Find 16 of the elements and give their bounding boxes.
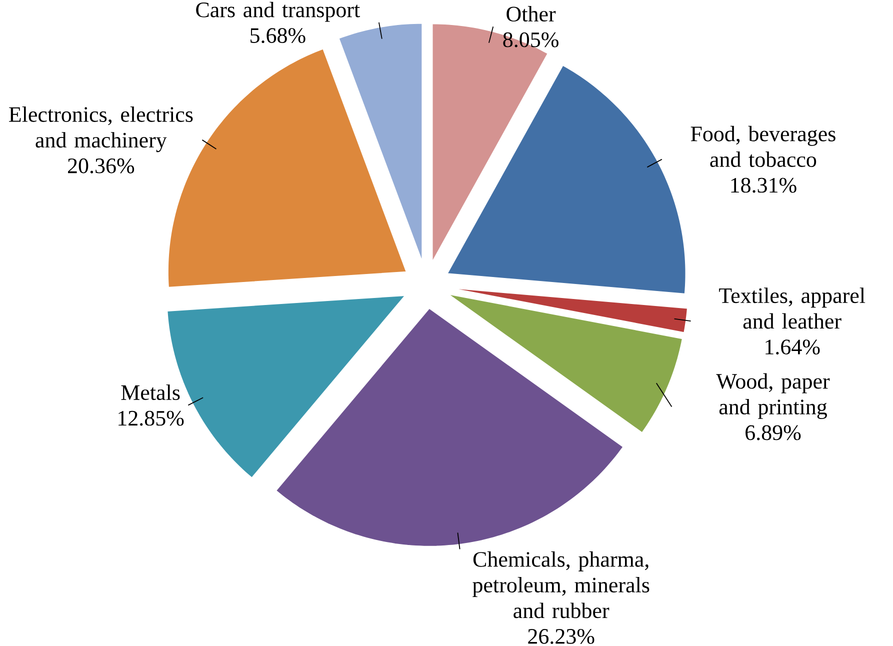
data-label: 26.23% bbox=[528, 629, 594, 644]
slice-label: Electronics, electrics and machinery bbox=[9, 106, 193, 152]
data-label: 12.85% bbox=[118, 410, 184, 426]
slice-label: Wood, paper and printing bbox=[716, 373, 830, 420]
slice-label: Food, beverages and tobacco bbox=[690, 126, 836, 168]
data-label: 6.89% bbox=[746, 425, 801, 440]
slice-label: Chemicals, pharma, petroleum, minerals and rubber bbox=[472, 551, 650, 618]
data-label: 8.05% bbox=[503, 32, 558, 48]
slice-label: Cars and transport bbox=[196, 2, 360, 22]
data-label: 20.36% bbox=[68, 158, 134, 174]
data-label: 5.68% bbox=[250, 28, 306, 44]
slice-label: Metals bbox=[121, 384, 180, 400]
data-label: 18.31% bbox=[731, 178, 796, 193]
slice-label: Other bbox=[506, 6, 556, 22]
data-label: 1.64% bbox=[766, 340, 820, 355]
slice-label: Textiles, apparel and leather bbox=[719, 288, 866, 329]
